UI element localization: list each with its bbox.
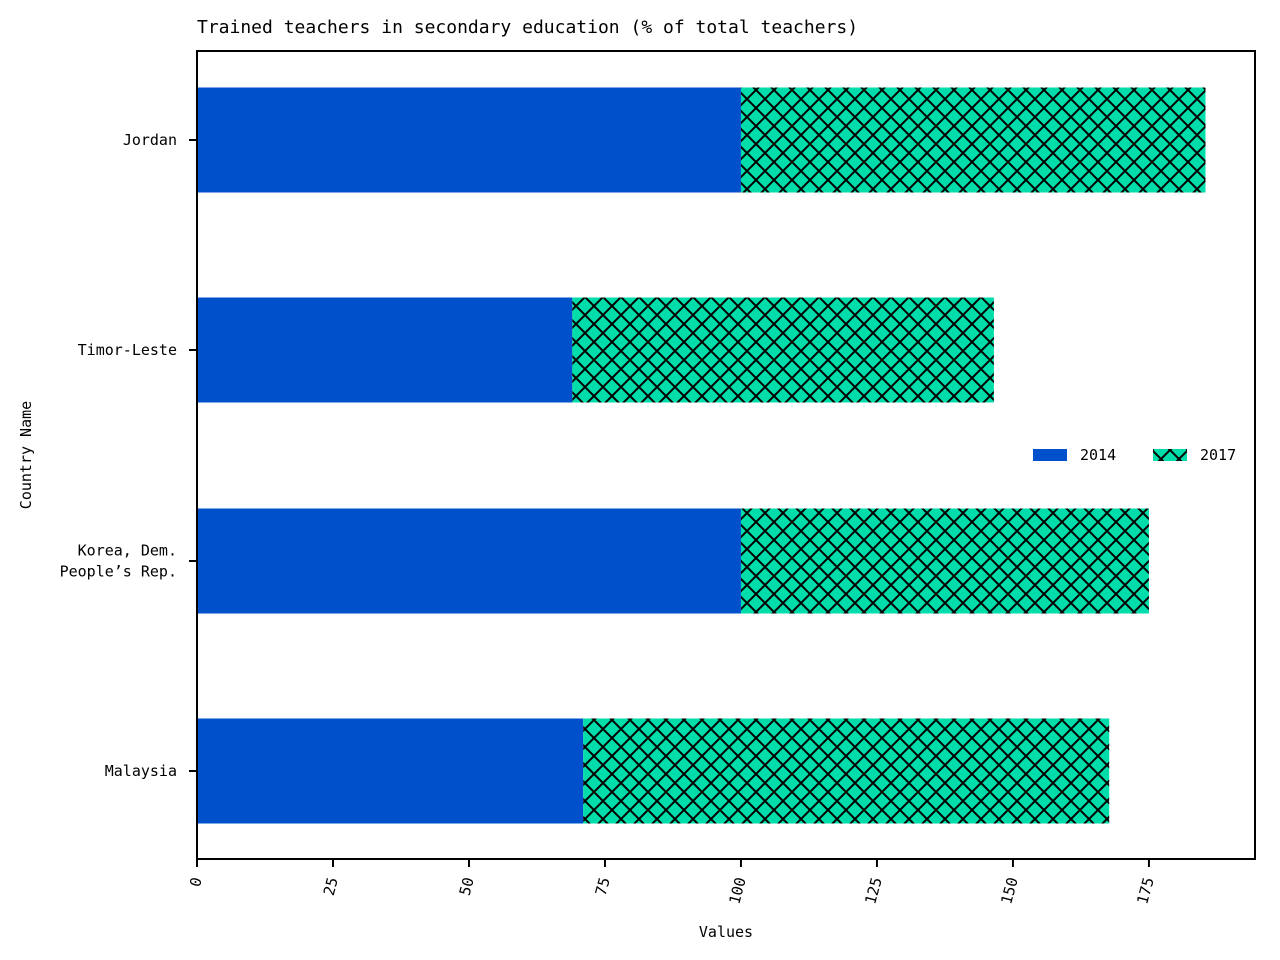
bar-2014-2 [197, 508, 741, 614]
bar-2017-3 [583, 718, 1110, 824]
bar-2017-0 [740, 87, 1206, 193]
legend-label-2017: 2017 [1200, 446, 1236, 464]
x-tick-label: 100 [725, 875, 749, 906]
bar-2014-0 [197, 87, 741, 193]
x-tick-label: 175 [1133, 875, 1157, 906]
bar-2017-1 [572, 297, 994, 403]
x-axis-label: Values [699, 923, 753, 941]
x-tick-label: 50 [456, 875, 478, 897]
bar-2014-3 [197, 718, 584, 824]
x-tick-label: 150 [997, 875, 1021, 906]
legend-swatch-2014 [1033, 449, 1067, 461]
bar-2017-2 [740, 508, 1149, 614]
legend: 2014 2017 [1033, 446, 1236, 464]
y-axis-label: Country Name [17, 401, 35, 509]
legend-label-2014: 2014 [1080, 446, 1116, 464]
legend-swatch-2017 [1153, 449, 1187, 461]
y-tick-label: Korea, Dem. People’s Rep. [60, 542, 177, 581]
bars-layer [197, 87, 1206, 824]
y-tick-label: Timor-Leste [78, 341, 177, 359]
x-tick-label: 25 [320, 875, 342, 897]
x-tick-label: 0 [186, 875, 206, 888]
bar-2014-1 [197, 297, 573, 403]
plot-frame [196, 50, 1256, 860]
x-tick-label: 75 [592, 875, 614, 897]
chart-title: Trained teachers in secondary education … [197, 17, 858, 38]
x-tick-label: 125 [861, 875, 885, 906]
y-tick-label: Malaysia [105, 762, 177, 780]
y-tick-label: Jordan [123, 131, 177, 149]
